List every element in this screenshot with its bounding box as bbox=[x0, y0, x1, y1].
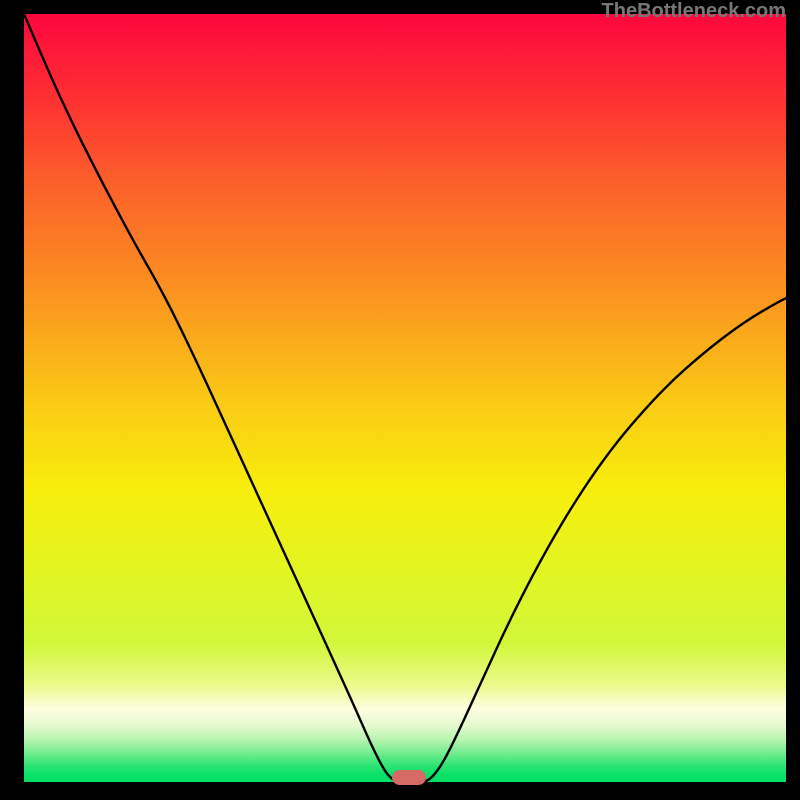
optimal-point-marker bbox=[392, 770, 426, 785]
plot-area bbox=[24, 14, 786, 782]
chart-container: TheBottleneck.com bbox=[0, 0, 800, 800]
watermark-label: TheBottleneck.com bbox=[602, 0, 786, 23]
bottleneck-curve bbox=[24, 14, 786, 782]
